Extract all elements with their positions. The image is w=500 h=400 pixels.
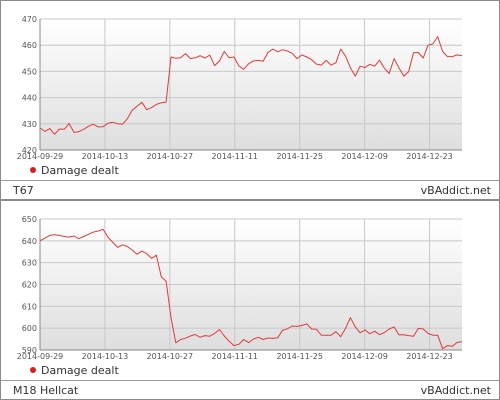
y-tick-label: 450 xyxy=(22,67,37,76)
y-tick-label: 620 xyxy=(22,281,37,290)
y-tick-label: 460 xyxy=(22,41,37,50)
legend-label-t67: Damage dealt xyxy=(41,164,119,177)
x-tick-label: 2014-10-27 xyxy=(147,152,194,161)
x-tick-label: 2014-11-11 xyxy=(212,152,259,161)
x-tick-label: 2014-12-09 xyxy=(341,352,388,361)
tank-name-m18: M18 Hellcat xyxy=(13,384,79,397)
y-tick-label: 600 xyxy=(22,324,37,333)
y-tick-label: 470 xyxy=(22,15,37,24)
legend-label-m18: Damage dealt xyxy=(41,364,119,377)
y-tick-label: 430 xyxy=(22,120,37,129)
y-tick-label: 650 xyxy=(22,215,37,224)
plot-area xyxy=(40,19,462,150)
x-tick-label: 2014-11-25 xyxy=(276,152,323,161)
chart-panel-t67: 420 430 440 450 460 470 2014-09-29 2014-10-13 20… xyxy=(0,0,500,200)
chart-t67-svg: 420 430 440 450 460 470 2014-09-29 2014-10-13 20… xyxy=(17,15,463,161)
legend-dot-icon xyxy=(30,367,36,373)
panel-footer-m18: M18 Hellcat vBAddict.net xyxy=(1,380,499,400)
x-tick-label: 2014-12-09 xyxy=(341,152,388,161)
y-tick-label: 630 xyxy=(22,259,37,268)
x-tick-label: 2014-09-29 xyxy=(17,352,64,361)
x-tick-label: 2014-10-13 xyxy=(82,352,129,361)
series-line-damage-dealt xyxy=(39,36,463,135)
y-tick-label: 640 xyxy=(22,237,37,246)
x-tick-label: 2014-09-29 xyxy=(17,152,64,161)
legend-m18[interactable]: Damage dealt xyxy=(30,364,119,378)
x-tick-label: 2014-12-23 xyxy=(406,152,453,161)
legend-t67[interactable]: Damage dealt xyxy=(30,164,119,178)
y-tick-label: 610 xyxy=(22,302,37,311)
x-tick-label: 2014-10-27 xyxy=(147,352,194,361)
panel-frame xyxy=(0,200,500,400)
brand-label: vBAddict.net xyxy=(420,184,491,197)
brand-label: vBAddict.net xyxy=(420,384,491,397)
x-tick-label: 2014-10-13 xyxy=(82,152,129,161)
panel-footer-t67: T67 vBAddict.net xyxy=(1,180,499,200)
x-tick-label: 2014-12-23 xyxy=(406,352,453,361)
x-tick-label: 2014-11-25 xyxy=(276,352,323,361)
tank-name-t67: T67 xyxy=(13,184,34,197)
y-tick-label: 590 xyxy=(22,346,37,355)
chart-panel-m18: 590 600 610 620 630 640 650 2014-09-29 2014-10-1… xyxy=(0,200,500,400)
legend-dot-icon xyxy=(30,167,36,173)
y-tick-label: 440 xyxy=(22,94,37,103)
chart-m18-svg: 590 600 610 620 630 640 650 2014-09-29 2014-10-1… xyxy=(17,215,463,361)
series-line-damage-dealt xyxy=(39,228,463,350)
panel-frame xyxy=(0,0,500,200)
x-tick-label: 2014-11-11 xyxy=(212,352,259,361)
y-tick-label: 420 xyxy=(22,146,37,155)
